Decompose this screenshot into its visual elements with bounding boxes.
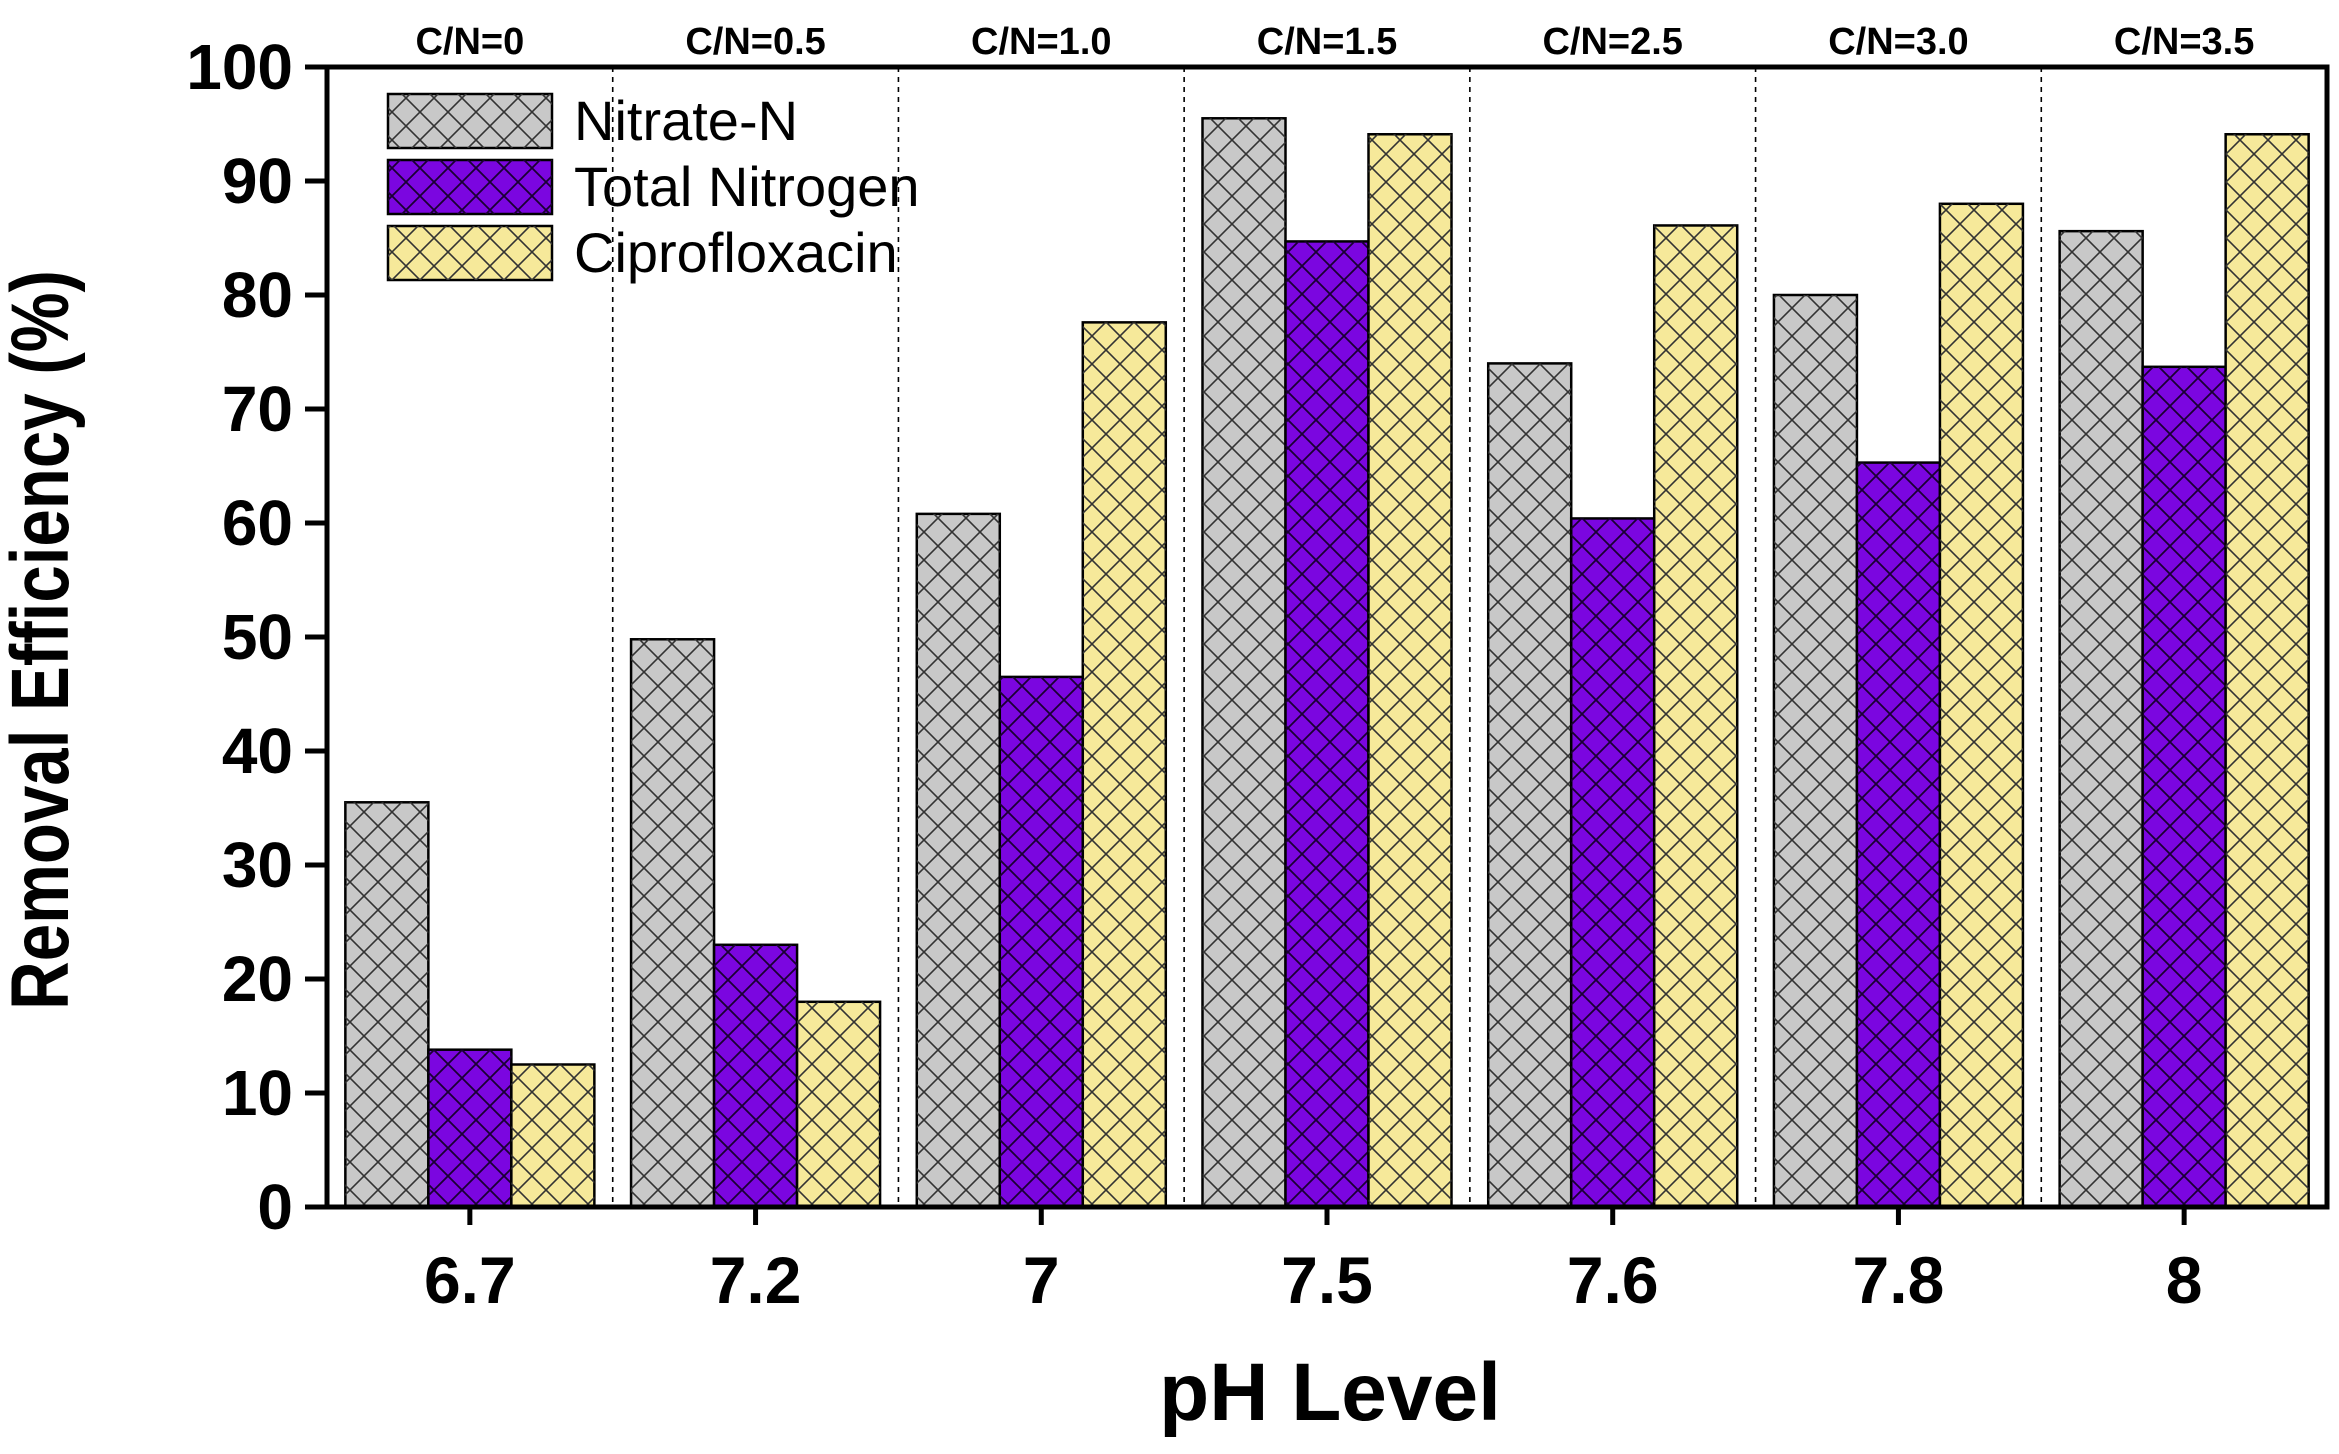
bar-hatch [428, 1049, 512, 1207]
group-label: C/N=2.5 [1542, 21, 1682, 63]
x-tick-label: 7.2 [710, 1243, 802, 1317]
group-separators [611, 67, 2043, 1207]
y-axis: 0 10 20 30 40 50 60 70 80 90 100 [186, 31, 327, 1243]
bar-hatch [1368, 134, 1452, 1207]
legend-label-total-nitrogen: Total Nitrogen [574, 155, 920, 218]
x-tick-label: 7.8 [1853, 1243, 1945, 1317]
x-tick-label: 6.7 [424, 1243, 516, 1317]
y-tick-label: 20 [222, 943, 293, 1015]
y-tick-label: 40 [222, 715, 293, 787]
x-tick-label: 7.5 [1281, 1243, 1373, 1317]
bars-layer [344, 117, 2310, 1209]
bar-hatch [999, 676, 1083, 1207]
bar-hatch [1285, 241, 1369, 1208]
bar-hatch [1202, 118, 1286, 1207]
group-label: C/N=1.0 [971, 21, 1111, 63]
bar-hatch [631, 639, 715, 1207]
bar-hatch [797, 1001, 881, 1207]
group-label: C/N=0.5 [685, 21, 825, 63]
y-tick-label: 70 [222, 373, 293, 445]
y-tick-label: 60 [222, 487, 293, 559]
bar-hatch [2225, 134, 2309, 1207]
bar-hatch [1939, 203, 2023, 1208]
y-tick-label: 30 [222, 829, 293, 901]
bar-hatch [1856, 462, 1940, 1208]
x-tick-label: 7 [1023, 1243, 1060, 1317]
group-labels: C/N=0 C/N=0.5 C/N=1.0 C/N=1.5 C/N=2.5 C/N=3.0… [415, 21, 2254, 63]
y-tick-label: 100 [186, 31, 293, 103]
legend-swatch-hatch [388, 160, 552, 214]
legend-label-ciprofloxacin: Ciprofloxacin [574, 221, 898, 284]
bar-hatch [714, 944, 798, 1207]
group-label: C/N=1.5 [1257, 21, 1397, 63]
legend-swatch-hatch [388, 94, 552, 148]
group-label: C/N=0 [415, 21, 524, 63]
legend-swatch-hatch [388, 226, 552, 280]
y-tick-label: 90 [222, 145, 293, 217]
bar-hatch [345, 802, 429, 1207]
x-axis-title: pH Level [1159, 1347, 1501, 1438]
bar-hatch [2059, 231, 2143, 1207]
y-tick-label: 50 [222, 601, 293, 673]
bar-hatch [2142, 366, 2226, 1207]
x-tick-label: 8 [2166, 1243, 2203, 1317]
x-tick-label: 7.6 [1567, 1243, 1659, 1317]
bar-hatch [1488, 363, 1572, 1207]
bar-hatch [1773, 295, 1857, 1207]
group-label: C/N=3.5 [2114, 21, 2254, 63]
group-label: C/N=3.0 [1828, 21, 1968, 63]
legend-label-nitrate-n: Nitrate-N [574, 89, 798, 152]
bar-hatch [1082, 322, 1166, 1207]
bar-hatch [916, 513, 1000, 1207]
bar-hatch [511, 1064, 595, 1207]
x-axis: 6.7 7.2 7 7.5 7.6 7.8 8 [424, 1207, 2203, 1317]
y-axis-title: Removal Efficiency (%) [0, 270, 85, 1010]
bar-hatch [1654, 225, 1738, 1207]
y-tick-label: 10 [222, 1057, 293, 1129]
y-tick-label: 80 [222, 259, 293, 331]
bar-hatch [1571, 518, 1655, 1207]
y-tick-label: 0 [257, 1171, 293, 1243]
